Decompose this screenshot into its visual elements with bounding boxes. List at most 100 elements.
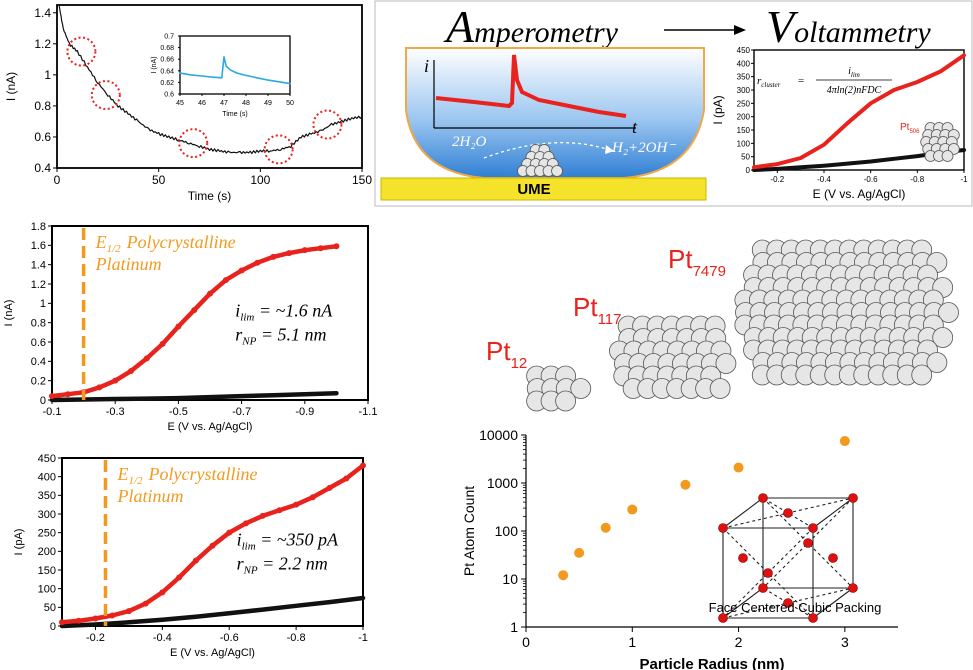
- mid-v-data-point: [254, 259, 261, 266]
- trace-y-tick-label: 0.6: [34, 130, 51, 144]
- trace-frame: [56, 4, 363, 169]
- bot-v-y-tick-label: 400: [38, 472, 56, 484]
- bot-v-ilim-label: ilim = ~350 pA: [237, 529, 339, 552]
- scatter-x-tick-label: 2: [735, 634, 743, 650]
- voltammogram-nA-chart: -0.1 -0.3 -0.5 -0.7 -0.9 -1.1 0 0.2 0.4 0.6 0.8 1 1.…: [3, 221, 377, 433]
- equation-numerator: ilim: [848, 66, 860, 79]
- small-v-current-line: [752, 53, 966, 170]
- amperometry-title-cap: Amperometry: [443, 1, 619, 52]
- mid-v-data-point: [96, 384, 103, 391]
- inset-y-tick-label: 0.6: [164, 91, 174, 98]
- bot-v-data-point: [242, 520, 249, 527]
- fcc-cube-diagram: [718, 493, 858, 623]
- pt7479-atom: [911, 364, 933, 386]
- bot-v-data-point: [326, 484, 333, 491]
- fcc-edge: [722, 587, 764, 619]
- scatter-point: [558, 570, 569, 581]
- inset-bg: [158, 32, 294, 112]
- mid-v-data-point: [143, 355, 150, 362]
- mid-v-data-point: [238, 267, 245, 274]
- fcc-atom: [783, 508, 793, 518]
- inset-x-tick-label: 49: [264, 100, 272, 107]
- schematic-panel: Amperometry Voltammetry UME i t 2H₂O H₂+…: [374, 0, 973, 207]
- scatter-y-tick-label: 1000: [487, 475, 518, 491]
- event-circle: [178, 128, 209, 159]
- fcc-atom: [828, 553, 838, 563]
- scatter-point: [733, 462, 744, 473]
- bot-v-data-point: [176, 574, 183, 581]
- cluster-illustration: Pt12 Pt117 Pt7479: [486, 239, 959, 412]
- pt117-atom: [715, 353, 737, 374]
- bot-v-y-axis-label: I (pA): [13, 529, 25, 556]
- mid-v-data-point: [112, 377, 119, 384]
- pt12-label: Pt12: [486, 336, 527, 372]
- mini-plot-i-label: i: [424, 56, 429, 76]
- mid-v-data-point: [207, 290, 213, 297]
- pt506-atom: [941, 150, 954, 162]
- mini-plot-t-label: t: [632, 117, 638, 137]
- pt7479-atom: [938, 302, 959, 323]
- scatter-point: [600, 522, 611, 533]
- inset-x-tick-label: 47: [220, 100, 228, 107]
- fcc-edge: [762, 587, 814, 619]
- bot-v-platinum-label: Platinum: [116, 486, 183, 506]
- bot-v-x-axis-label: E (V vs. Ag/AgCl): [170, 647, 255, 659]
- small-v-x-tick-label: -0.2: [770, 175, 784, 184]
- electrolyte-bowl: [405, 47, 705, 179]
- bot-v-data-point: [360, 462, 366, 469]
- mid-v-data-point: [333, 243, 340, 250]
- bot-v-y-tick-label: 100: [38, 584, 56, 596]
- bot-v-y-tick-label: 450: [38, 453, 56, 465]
- bot-v-background-line: [59, 595, 366, 629]
- mid-v-data-point: [159, 340, 166, 347]
- ume-atom: [551, 165, 563, 177]
- small-v-y-tick-label: 200: [737, 113, 751, 122]
- inset-line: [179, 56, 291, 85]
- trace-x-tick-label: 50: [152, 173, 166, 187]
- mid-v-y-tick-label: 0.6: [31, 337, 46, 349]
- bot-v-frame: [61, 457, 364, 627]
- trace-x-axis-label: Time (s): [188, 189, 232, 203]
- fcc-atom: [848, 583, 858, 593]
- scatter-x-tick-label: 1: [628, 634, 636, 650]
- trace-y-tick-label: 0.8: [34, 99, 51, 113]
- equation-lhs: rcluster: [757, 75, 781, 89]
- equation-equals: =: [798, 75, 804, 87]
- scatter-y-tick-label: 10: [502, 571, 518, 587]
- mid-v-rnp-label: rNP = 5.1 nm: [235, 324, 326, 347]
- fcc-atom: [803, 538, 813, 548]
- small-v-x-tick-label: -0.6: [864, 175, 878, 184]
- voltammetry-title: Voltammetry: [766, 1, 931, 52]
- fcc-atom: [808, 613, 818, 623]
- trace-y-axis-label: I (nA): [4, 72, 18, 101]
- inset-y-axis-label: I (nA): [151, 56, 158, 73]
- small-v-x-tick-label: -1: [960, 175, 968, 184]
- reaction-arrow-head-icon: [605, 145, 614, 154]
- inset-y-tick-label: 0.66: [160, 57, 174, 64]
- ume-electrode: [380, 177, 707, 201]
- mid-v-y-tick-label: 1.8: [31, 221, 46, 233]
- inset-frame: [179, 35, 291, 95]
- fcc-edge: [812, 587, 854, 619]
- trace-y-tick-label: 1.2: [34, 37, 51, 51]
- bot-v-y-tick-label: 300: [38, 509, 56, 521]
- pt7479-atom: [926, 352, 948, 373]
- scatter-y-tick-label: 100: [495, 523, 519, 539]
- bot-v-y-tick-label: 350: [38, 490, 56, 502]
- small-v-y-tick-label: 100: [737, 139, 751, 148]
- mid-v-data-point: [222, 277, 229, 284]
- mid-v-x-tick-label: -0.3: [106, 406, 125, 418]
- mid-v-data-point: [191, 307, 198, 314]
- bot-v-data-point: [309, 494, 316, 501]
- bot-v-y-tick-label: 0: [50, 621, 56, 633]
- fcc-label: Face Centered Cubic Packing: [709, 600, 882, 615]
- small-v-x-tick-label: -0.4: [817, 175, 831, 184]
- bot-v-data-point: [226, 529, 233, 536]
- arrow-head-icon: [734, 25, 746, 35]
- equation-denominator: 4πln(2)nFDC: [827, 85, 882, 96]
- fcc-edge: [722, 497, 764, 529]
- scatter-x-tick-label: 0: [522, 634, 530, 650]
- trace-x-tick-label: 150: [352, 173, 372, 187]
- bot-v-data-point: [192, 557, 199, 564]
- scatter-y-tick-label: 10000: [479, 427, 518, 443]
